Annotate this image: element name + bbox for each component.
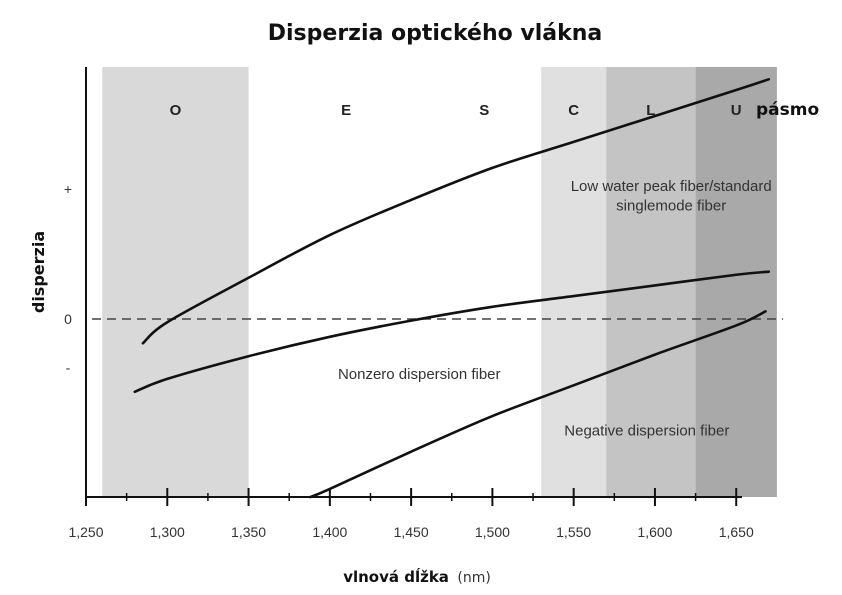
band-e-region — [264, 67, 428, 497]
x-tick-label: 1,400 — [312, 524, 347, 540]
band-label-s: S — [479, 102, 489, 119]
x-tick-label: 1,550 — [556, 524, 591, 540]
axes: 1,250 1,300 1,350 1,400 1,450 1,500 1,550 1,600… — [64, 67, 783, 540]
y-tick-label: - — [66, 360, 71, 376]
x-tick-label: 1,350 — [231, 524, 266, 540]
nonzero-dispersion-fiber-line — [133, 270, 771, 394]
y-tick-label: 0 — [64, 311, 72, 327]
y-tick-label: + — [64, 181, 72, 197]
x-tick-label: 1,300 — [150, 524, 185, 540]
x-tick-label: 1,250 — [68, 524, 103, 540]
annotations: Low water peak fiber/standard singlemode … — [338, 178, 772, 440]
series-annotation: Nonzero dispersion fiber — [338, 366, 501, 383]
band-label-l: L — [646, 102, 655, 119]
x-axis-label: vlnová dĺžka — [343, 567, 449, 586]
series-lines — [133, 78, 771, 499]
x-axis-unit: (nm) — [457, 570, 490, 586]
chart-title: Disperzia optického vlákna — [268, 21, 603, 46]
bands-axis-label: pásmo — [756, 100, 819, 120]
x-tick-label: 1,600 — [637, 524, 672, 540]
x-axis-label-group: vlnová dĺžka (nm) — [343, 567, 491, 586]
band-label-u: U — [731, 102, 742, 119]
band-s-region — [427, 67, 542, 497]
negative-dispersion-fiber-line — [309, 310, 767, 499]
band-c-region — [541, 67, 607, 497]
band-o-region — [102, 67, 249, 497]
x-tick-label: 1,450 — [394, 524, 429, 540]
x-tick-label: 1,500 — [475, 524, 510, 540]
band-label-c: C — [568, 102, 579, 119]
low-water-peak-fiber-line — [141, 78, 771, 345]
band-label-o: O — [170, 102, 182, 119]
band-u-region — [695, 67, 777, 497]
series-annotation: singlemode fiber — [616, 198, 726, 215]
y-axis-label: disperzia — [29, 231, 48, 313]
series-annotation: Negative dispersion fiber — [564, 423, 729, 440]
band-label-e: E — [341, 102, 351, 119]
series-annotation: Low water peak fiber/standard — [571, 178, 772, 195]
x-tick-label: 1,650 — [719, 524, 754, 540]
